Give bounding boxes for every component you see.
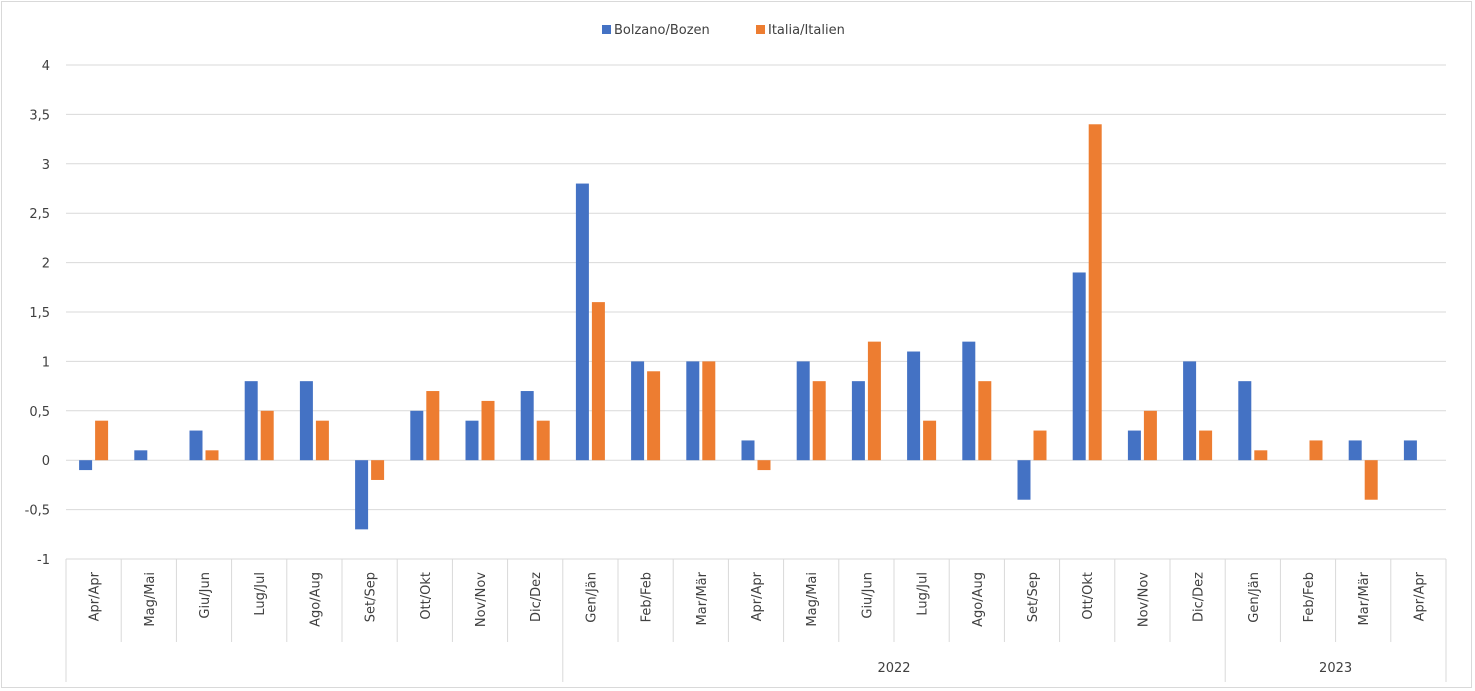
legend-swatch	[756, 25, 765, 34]
y-tick-label: -1	[37, 553, 50, 568]
bar-bolzano	[575, 183, 589, 461]
bar-bolzano	[851, 381, 865, 461]
x-tick-label: Gen/Jän	[1247, 572, 1262, 623]
legend: Bolzano/Bozen Italia/Italien	[602, 23, 845, 38]
bar-bolzano	[907, 351, 921, 461]
x-tick-label: Giu/Jun	[198, 572, 213, 619]
bar-italia	[95, 420, 109, 461]
y-tick-label: 4	[42, 59, 50, 74]
bar-italia	[1033, 430, 1047, 461]
y-tick-label: 0	[42, 454, 50, 469]
bar-bolzano	[741, 440, 755, 461]
bar-italia	[978, 381, 992, 461]
bar-bolzano	[1183, 361, 1197, 461]
bar-italia	[371, 460, 385, 480]
x-tick-label: Ago/Aug	[308, 572, 323, 627]
x-tick-label: Set/Sep	[1026, 572, 1041, 622]
bar-bolzano	[355, 460, 369, 530]
y-axis: -1 -0,5 0 0,5 1 1,5 2 2,5 3 3,5 4	[25, 59, 50, 568]
y-tick-label: 0,5	[29, 405, 50, 420]
bar-italia	[1199, 430, 1213, 461]
y-tick-label: 3,5	[29, 108, 50, 123]
x-tick-label: Mar/Mär	[695, 571, 710, 625]
legend-label: Bolzano/Bozen	[614, 23, 710, 38]
x-tick-label: Dic/Dez	[1192, 572, 1207, 622]
bar-italia	[481, 400, 495, 461]
bar-italia	[205, 450, 219, 461]
bar-bolzano	[1017, 460, 1031, 500]
x-tick-label: Nov/Nov	[474, 572, 489, 627]
bar-italia	[1254, 450, 1268, 461]
bar-italia	[1309, 440, 1323, 461]
x-tick-label: Ott/Okt	[1081, 572, 1096, 620]
y-tick-label: 1	[42, 355, 50, 370]
x-axis: Apr/Apr Mag/Mai Giu/Jun Lug/Jul Ago/Aug Set/S…	[65, 559, 1447, 682]
bar-italia	[591, 302, 605, 461]
bars	[79, 124, 1417, 530]
bar-bolzano	[686, 361, 700, 461]
bar-bolzano	[299, 381, 313, 461]
x-tick-label: Lug/Jul	[253, 572, 268, 616]
x-tick-label: Mag/Mai	[805, 572, 820, 627]
x-tick-label: Dic/Dez	[529, 572, 544, 622]
y-tick-label: 2,5	[29, 207, 50, 222]
bar-bolzano	[465, 420, 479, 461]
legend-label: Italia/Italien	[768, 23, 845, 38]
bar-italia	[426, 391, 440, 461]
x-tick-label: Feb/Feb	[640, 572, 655, 622]
bar-italia	[702, 361, 716, 461]
x-tick-label: Mar/Mär	[1357, 571, 1372, 625]
bar-bolzano	[244, 381, 258, 461]
bar-bolzano	[796, 361, 810, 461]
bar-bolzano	[134, 450, 148, 461]
bar-italia	[315, 420, 329, 461]
bar-bolzano	[962, 341, 976, 461]
bar-bolzano	[189, 430, 203, 461]
year-group-label: 2022	[877, 661, 910, 676]
x-tick-label: Lug/Jul	[916, 572, 931, 616]
x-tick-label: Apr/Apr	[88, 571, 103, 621]
x-tick-label: Set/Sep	[364, 572, 379, 622]
x-tick-label: Feb/Feb	[1302, 572, 1317, 622]
x-tick-label: Nov/Nov	[1136, 572, 1151, 627]
x-tick-label: Apr/Apr	[1412, 571, 1427, 621]
bar-italia	[1143, 410, 1157, 461]
bar-bolzano	[410, 410, 424, 461]
x-tick-label: Gen/Jän	[584, 572, 599, 623]
bar-italia	[647, 371, 661, 461]
y-tick-label: 1,5	[29, 306, 50, 321]
bar-italia	[923, 420, 937, 461]
y-tick-label: 2	[42, 257, 50, 272]
year-group-label: 2023	[1319, 661, 1352, 676]
bar-italia	[757, 460, 771, 471]
y-tick-label: 3	[42, 158, 50, 173]
bar-bolzano	[520, 391, 534, 461]
bar-bolzano	[1127, 430, 1141, 461]
x-tick-label: Ago/Aug	[971, 572, 986, 627]
bar-italia	[1364, 460, 1378, 500]
bar-bolzano	[1072, 272, 1086, 461]
bar-italia	[812, 381, 826, 461]
bar-bolzano	[1348, 440, 1362, 461]
bar-italia	[536, 420, 550, 461]
bar-italia	[1088, 124, 1102, 461]
bar-bolzano	[79, 460, 93, 471]
x-tick-label: Giu/Jun	[860, 572, 875, 619]
bar-bolzano	[1403, 440, 1417, 461]
bar-italia	[260, 410, 274, 461]
x-tick-label: Apr/Apr	[750, 571, 765, 621]
bar-bolzano	[631, 361, 645, 461]
y-tick-label: -0,5	[25, 504, 50, 519]
bar-italia	[867, 341, 881, 461]
legend-swatch	[602, 25, 611, 34]
x-tick-label: Ott/Okt	[419, 572, 434, 620]
gridlines	[66, 64, 1446, 560]
bar-bolzano	[1238, 381, 1252, 461]
x-tick-label: Mag/Mai	[143, 572, 158, 627]
